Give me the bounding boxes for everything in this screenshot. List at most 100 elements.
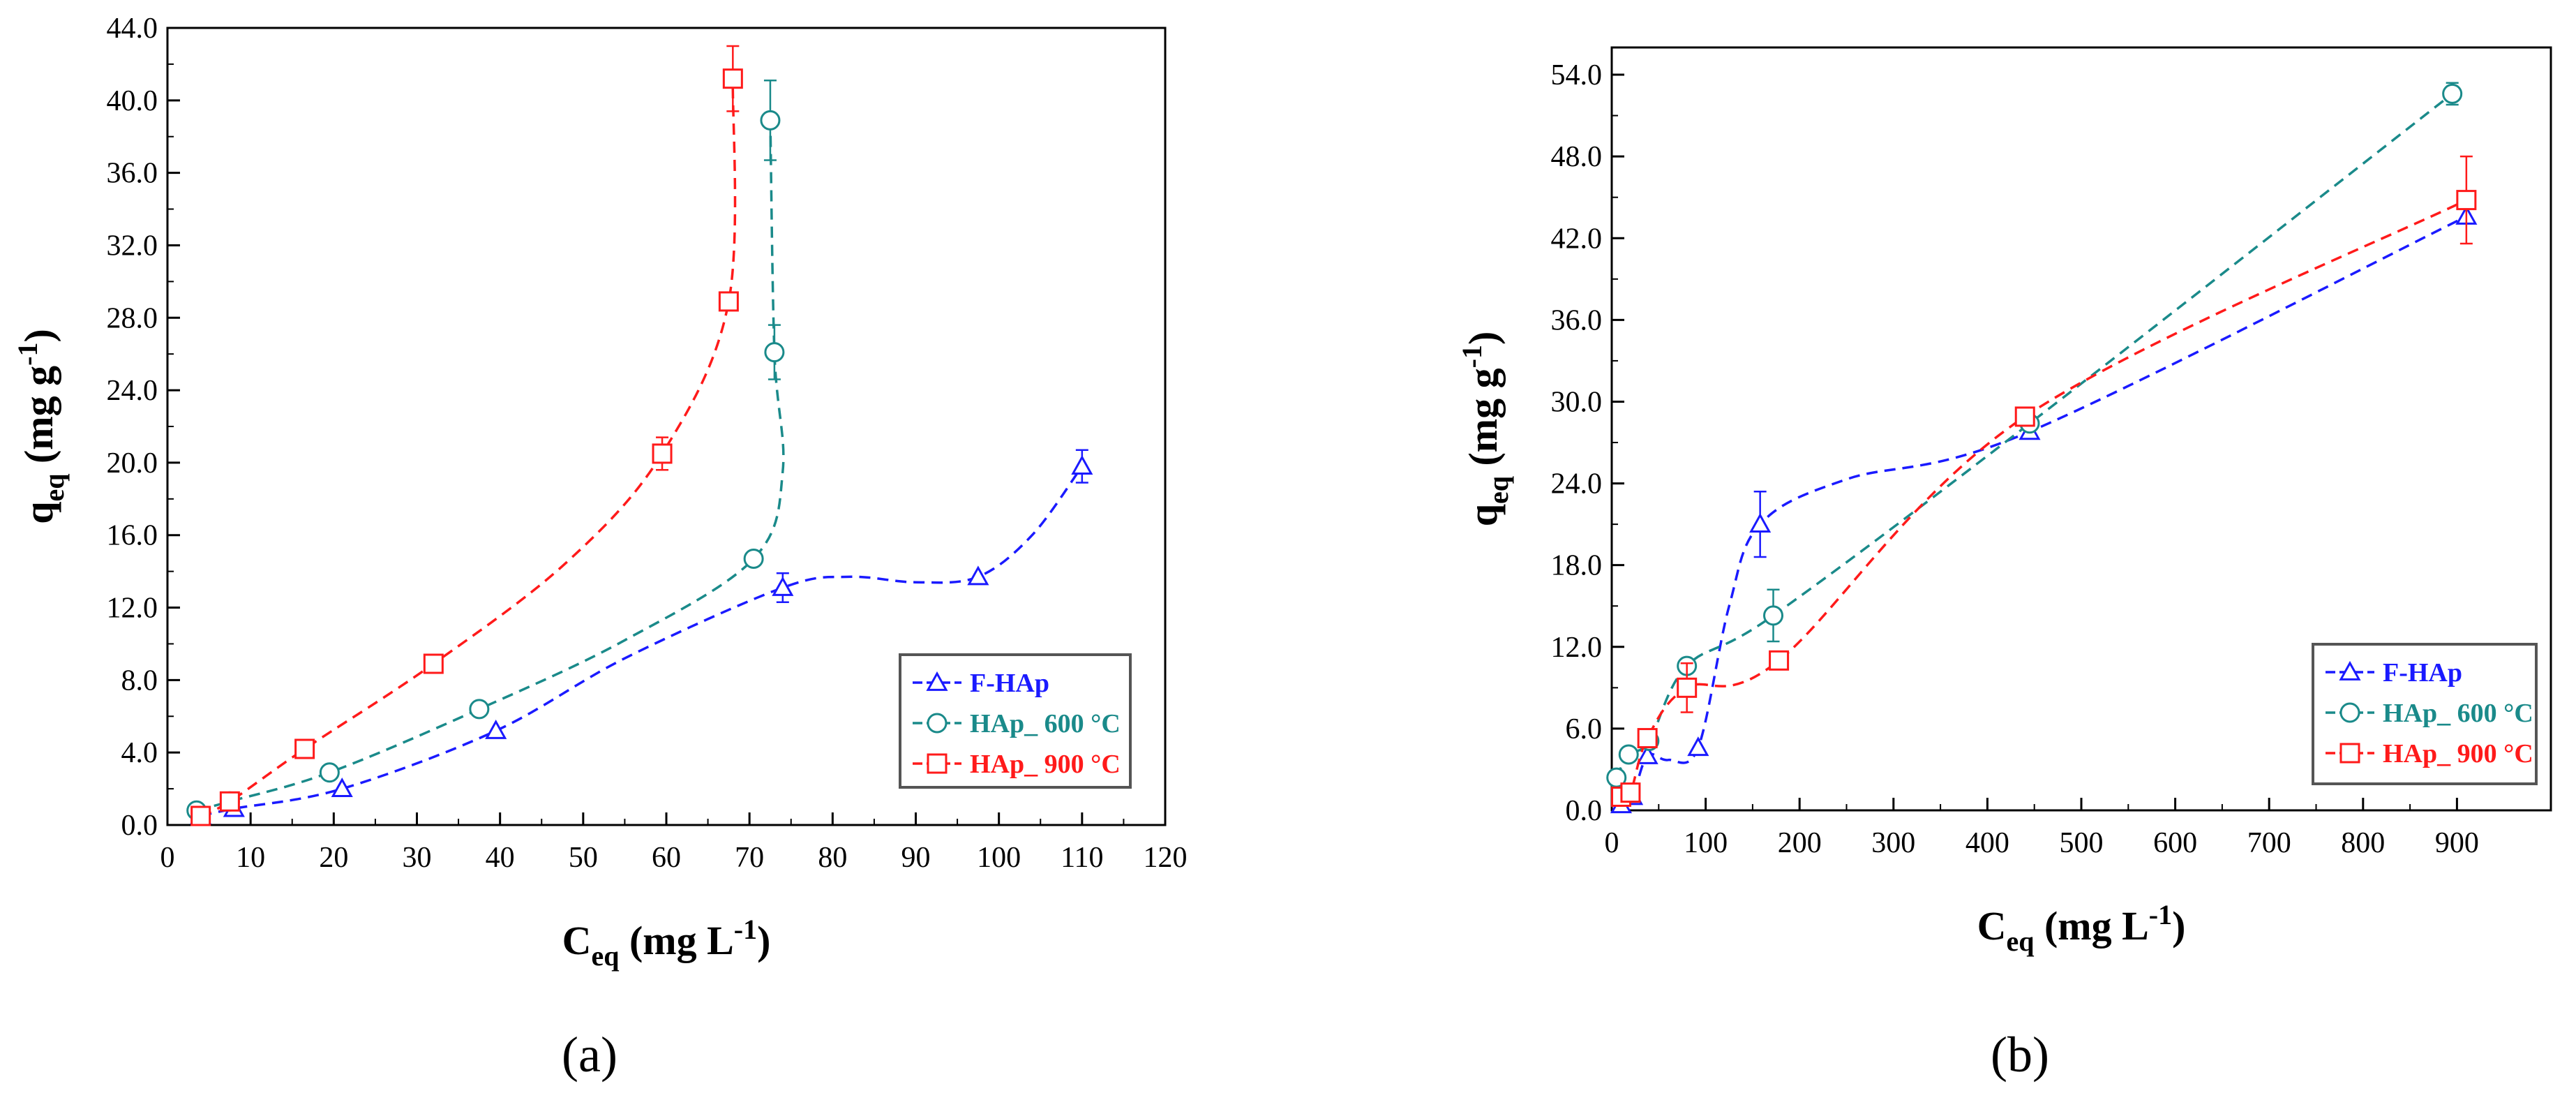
- y-axis-title-sup: -1: [12, 343, 43, 366]
- y-tick-label: 20.0: [107, 447, 158, 480]
- legend-label: HAp_ 600 °C: [970, 709, 1121, 738]
- data-point: [967, 565, 989, 586]
- y-tick-label: 16.0: [107, 520, 158, 552]
- y-axis-title-rest: (mg g: [16, 366, 61, 474]
- legend-label: F-HAp: [2383, 658, 2462, 688]
- x-axis-title: Ceq (mg L-1): [562, 914, 771, 972]
- x-axis-title-rest: (mg L: [619, 918, 733, 963]
- series-hap-600-c: [186, 80, 785, 821]
- y-axis-title-close: ): [1460, 332, 1506, 345]
- x-tick-label: 20: [319, 842, 348, 874]
- data-point: [190, 805, 211, 826]
- x-axis-title-main: C: [562, 918, 592, 963]
- x-tick-label: 200: [1778, 827, 1822, 859]
- y-tick-label: 8.0: [121, 664, 158, 697]
- data-point: [772, 576, 794, 596]
- x-tick-label: 30: [403, 842, 432, 874]
- y-tick-label: 18.0: [1551, 550, 1603, 582]
- legend-marker: [2339, 743, 2360, 764]
- y-axis-title-sub: eq: [38, 474, 70, 502]
- data-point: [2456, 190, 2477, 211]
- chart-panel-b: 0 100 200 300 400 500 600 700 800 900 0.0 6.0 12.0 18…: [1456, 46, 2552, 957]
- data-point: [764, 342, 785, 363]
- x-tick-label: 60: [652, 842, 681, 874]
- y-tick-label: 36.0: [107, 158, 158, 190]
- y-tick-label: 0.0: [121, 810, 158, 842]
- data-point: [1071, 455, 1093, 475]
- data-point: [760, 110, 781, 131]
- y-tick-label: 28.0: [107, 302, 158, 334]
- x-tick-label: 600: [2153, 827, 2197, 859]
- series-curve: [196, 120, 785, 812]
- x-tick-label: 0: [160, 842, 175, 874]
- y-tick-label: 36.0: [1551, 304, 1603, 336]
- legend: F-HAp HAp_ 600 °C HAp_ 900 °C: [899, 653, 1132, 789]
- data-point: [294, 738, 315, 759]
- x-axis-title-close: ): [757, 918, 770, 963]
- y-axis-title: qeq (mg g-1): [12, 329, 70, 524]
- x-axis-title-sup: -1: [2149, 899, 2172, 930]
- data-point: [1618, 744, 1639, 765]
- x-tick-label: 900: [2435, 827, 2479, 859]
- x-tick-label: 90: [901, 842, 931, 874]
- panel-label-a: (a): [562, 1027, 617, 1083]
- y-axis-title-rest: (mg g: [1460, 368, 1506, 476]
- y-tick-label: 54.0: [1551, 59, 1603, 91]
- legend: F-HAp HAp_ 600 °C HAp_ 900 °C: [2312, 643, 2538, 785]
- x-tick-label: 110: [1061, 842, 1103, 874]
- legend-marker: [2339, 660, 2361, 681]
- data-point: [1763, 605, 1784, 626]
- x-tick-label: 300: [1871, 827, 1915, 859]
- data-point: [423, 653, 444, 674]
- x-tick-label: 400: [1965, 827, 2009, 859]
- legend-marker: [927, 753, 948, 774]
- x-tick-label: 0: [1605, 827, 1619, 859]
- chart-panel-a: 0 10 20 30 40 50 60 70 80 90 100 110 120 0.0 4.0 8.0 12.…: [12, 13, 1188, 972]
- x-axis-title-main: C: [1977, 903, 2007, 949]
- x-axis-title: Ceq (mg L-1): [1977, 899, 2186, 957]
- legend-marker: [926, 671, 948, 691]
- y-tick-label: 44.0: [107, 13, 158, 45]
- y-tick-label: 12.0: [107, 593, 158, 625]
- data-point: [743, 548, 764, 569]
- data-point: [331, 778, 353, 797]
- y-tick-label: 48.0: [1551, 141, 1603, 173]
- y-axis-title-sup: -1: [1456, 345, 1488, 368]
- data-point: [1637, 728, 1658, 749]
- y-axis-title-sub: eq: [1483, 476, 1514, 504]
- legend-marker: [2339, 702, 2360, 723]
- x-tick-label: 70: [735, 842, 764, 874]
- x-tick-label: 700: [2247, 827, 2291, 859]
- series-hap-900-c: [1610, 155, 2477, 807]
- x-tick-label: 120: [1144, 842, 1188, 874]
- x-tick-label: 10: [236, 842, 265, 874]
- legend-label: HAp_ 900 °C: [2383, 739, 2533, 768]
- data-point: [1677, 677, 1698, 698]
- data-point: [1636, 744, 1658, 764]
- y-tick-label: 32.0: [107, 230, 158, 262]
- data-point: [1687, 736, 1709, 757]
- legend-marker: [927, 713, 948, 734]
- series-curve: [200, 78, 737, 817]
- y-tick-label: 6.0: [1566, 713, 1603, 745]
- y-tick-label: 42.0: [1551, 223, 1603, 255]
- y-tick-label: 30.0: [1551, 386, 1603, 418]
- x-tick-label: 100: [1684, 827, 1728, 859]
- legend-label: HAp_ 600 °C: [2383, 699, 2533, 728]
- x-axis-title-close: ): [2172, 903, 2185, 949]
- y-axis-title-close: ): [16, 329, 61, 342]
- data-point: [1769, 650, 1790, 671]
- x-axis-title-rest: (mg L: [2034, 903, 2148, 949]
- x-tick-label: 100: [977, 842, 1021, 874]
- series-hap-900-c: [190, 45, 743, 826]
- legend-label: HAp_ 900 °C: [970, 750, 1121, 779]
- x-axis-title-sup: -1: [734, 914, 757, 945]
- data-point: [469, 699, 490, 720]
- y-tick-label: 24.0: [107, 375, 158, 407]
- data-point: [2014, 406, 2035, 427]
- data-point: [722, 68, 743, 89]
- x-tick-label: 80: [818, 842, 847, 874]
- data-point: [319, 762, 340, 783]
- y-axis-title-main: q: [16, 502, 61, 524]
- x-tick-label: 50: [569, 842, 598, 874]
